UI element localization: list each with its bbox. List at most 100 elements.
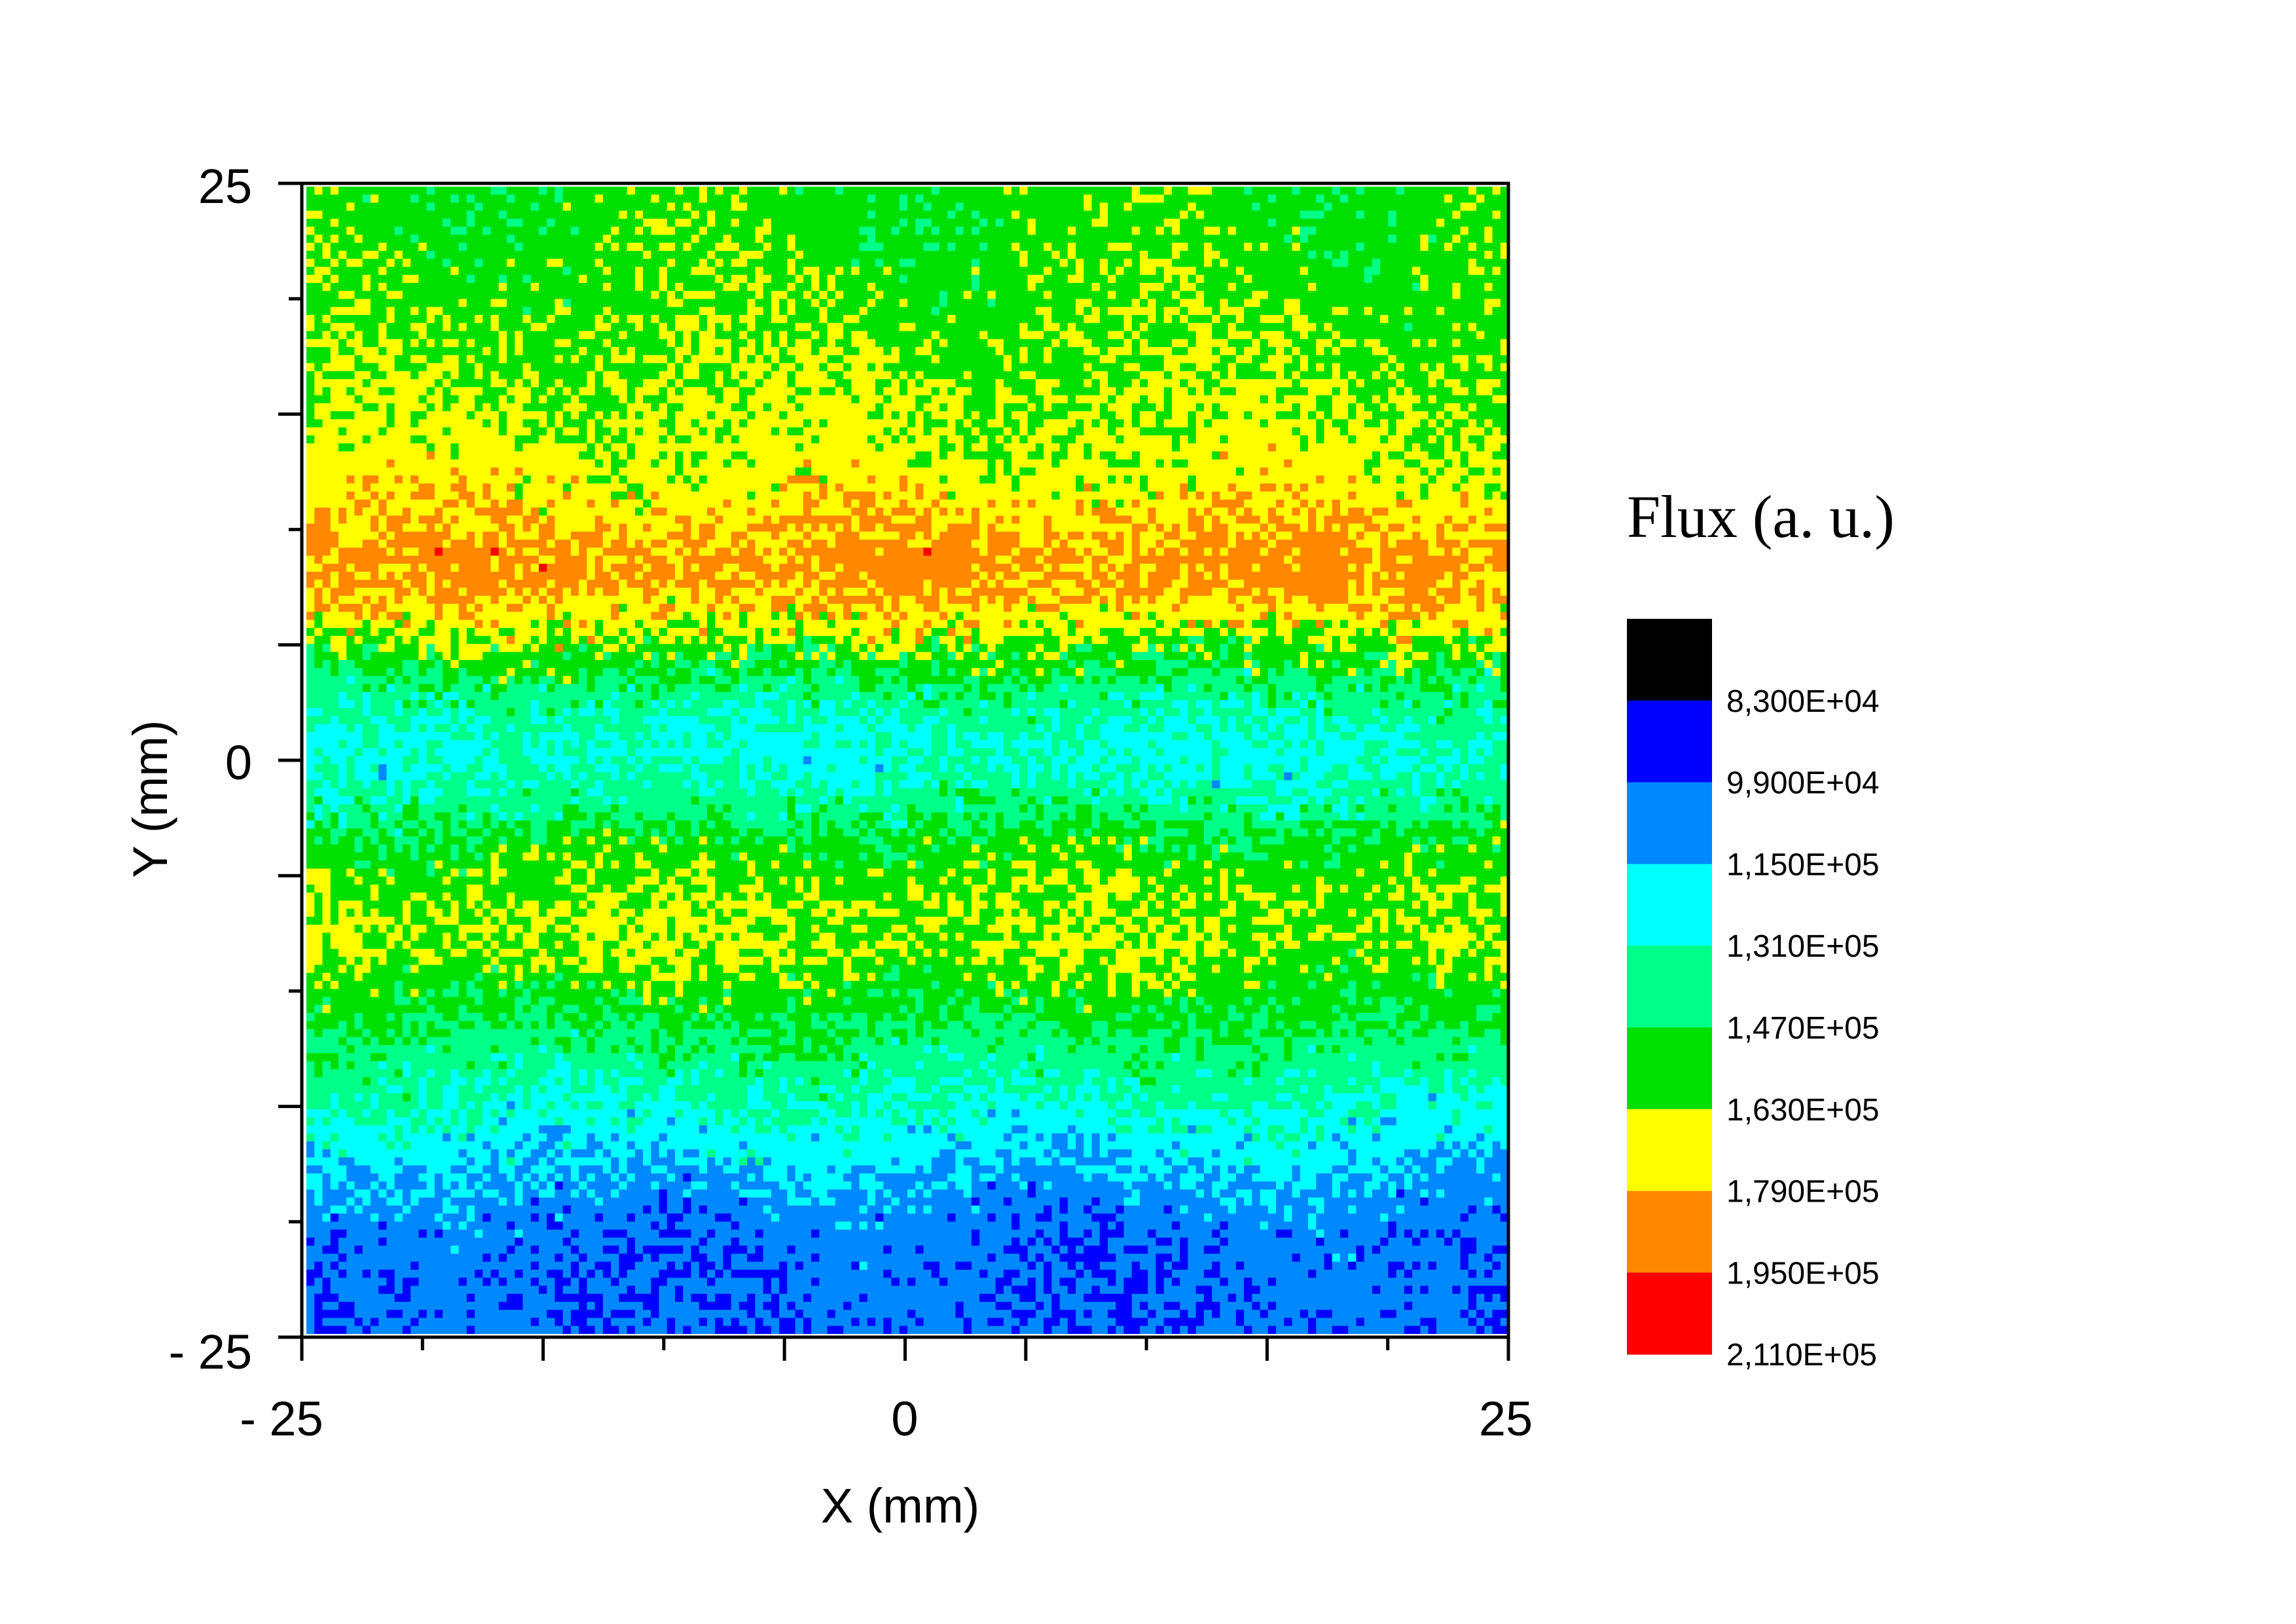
contour-cell — [602, 443, 611, 452]
contour-cell — [803, 202, 812, 212]
contour-cell — [410, 395, 419, 404]
contour-cell — [443, 234, 451, 244]
contour-cell — [1484, 411, 1493, 420]
contour-cell — [643, 395, 651, 404]
contour-cell — [1116, 323, 1125, 332]
contour-cell — [723, 339, 732, 348]
contour-cell — [771, 363, 780, 372]
contour-cell — [1452, 291, 1461, 300]
contour-cell — [1308, 267, 1317, 276]
contour-cell — [338, 299, 347, 308]
contour-cell — [1076, 339, 1084, 348]
contour-cell — [1388, 306, 1397, 316]
contour-cell — [1484, 234, 1493, 244]
contour-cell — [1084, 435, 1093, 444]
contour-cell — [1235, 379, 1245, 388]
contour-cell — [715, 259, 724, 268]
contour-cell — [691, 259, 700, 268]
contour-cell — [747, 427, 756, 436]
contour-cell — [875, 234, 884, 244]
contour-cell — [1131, 299, 1140, 308]
contour-cell — [1372, 306, 1381, 316]
contour-cell — [1099, 443, 1108, 452]
contour-cell — [1267, 387, 1277, 396]
contour-cell — [1131, 387, 1140, 396]
contour-cell — [699, 323, 708, 332]
contour-cell — [915, 291, 924, 300]
contour-cell — [947, 227, 957, 236]
contour-cell — [555, 194, 564, 204]
contour-cell — [1460, 323, 1469, 332]
contour-cell — [1452, 379, 1461, 388]
contour-cell — [931, 267, 940, 276]
contour-cell — [747, 435, 756, 444]
contour-cell — [851, 242, 860, 251]
contour-cell — [490, 194, 500, 204]
contour-cell — [458, 306, 467, 316]
contour-cell — [562, 299, 572, 308]
contour-cell — [1203, 403, 1212, 412]
contour-cell — [1212, 395, 1220, 404]
contour-cell — [771, 202, 780, 212]
contour-cell — [587, 259, 596, 268]
contour-cell — [883, 227, 892, 236]
contour-cell — [811, 427, 820, 436]
contour-cell — [867, 347, 876, 356]
contour-cell — [963, 379, 972, 388]
contour-cell — [843, 267, 852, 276]
contour-cell — [338, 194, 347, 204]
contour-cell — [731, 234, 740, 244]
contour-cell — [731, 379, 740, 388]
contour-cell — [1412, 202, 1421, 212]
contour-field — [306, 187, 1508, 1334]
contour-cell — [1195, 267, 1205, 276]
contour-cell — [1123, 202, 1133, 212]
contour-cell — [955, 267, 964, 276]
contour-cell — [1388, 194, 1397, 204]
contour-cell — [795, 443, 804, 452]
contour-cell — [1044, 299, 1052, 308]
contour-cell — [1035, 242, 1044, 251]
contour-cell — [330, 242, 339, 251]
contour-cell — [915, 419, 924, 428]
contour-cell — [1076, 219, 1084, 227]
contour-cell — [1011, 242, 1020, 251]
contour-cell — [1428, 251, 1437, 259]
contour-cell — [547, 339, 556, 348]
contour-cell — [763, 435, 772, 444]
contour-cell — [963, 355, 972, 364]
contour-cell — [1284, 387, 1293, 396]
contour-cell — [923, 395, 932, 404]
contour-cell — [1396, 234, 1405, 244]
contour-cell — [1500, 306, 1508, 316]
contour-cell — [314, 187, 323, 195]
contour-cell — [306, 283, 315, 291]
contour-cell — [1404, 299, 1413, 308]
contour-cell — [1244, 202, 1252, 212]
contour-cell — [619, 242, 628, 251]
contour-cell — [755, 363, 764, 372]
contour-cell — [587, 315, 596, 323]
contour-cell — [1059, 443, 1068, 452]
contour-cell — [458, 347, 467, 356]
contour-cell — [931, 371, 940, 380]
contour-cell — [1131, 403, 1140, 412]
contour-cell — [1076, 395, 1084, 404]
contour-cell — [1476, 306, 1485, 316]
contour-cell — [619, 371, 628, 380]
contour-cell — [627, 443, 636, 452]
contour-cell — [602, 274, 611, 284]
contour-cell — [450, 283, 460, 291]
contour-cell — [851, 234, 860, 244]
contour-cell — [1267, 435, 1277, 444]
contour-cell — [1372, 251, 1381, 259]
contour-cell — [1404, 355, 1413, 364]
contour-cell — [1412, 387, 1421, 396]
contour-cell — [1051, 379, 1061, 388]
contour-cell — [1003, 283, 1012, 291]
contour-cell — [1396, 403, 1405, 412]
contour-cell — [594, 427, 604, 436]
contour-cell — [827, 419, 836, 428]
contour-cell — [594, 363, 604, 372]
contour-cell — [763, 267, 772, 276]
